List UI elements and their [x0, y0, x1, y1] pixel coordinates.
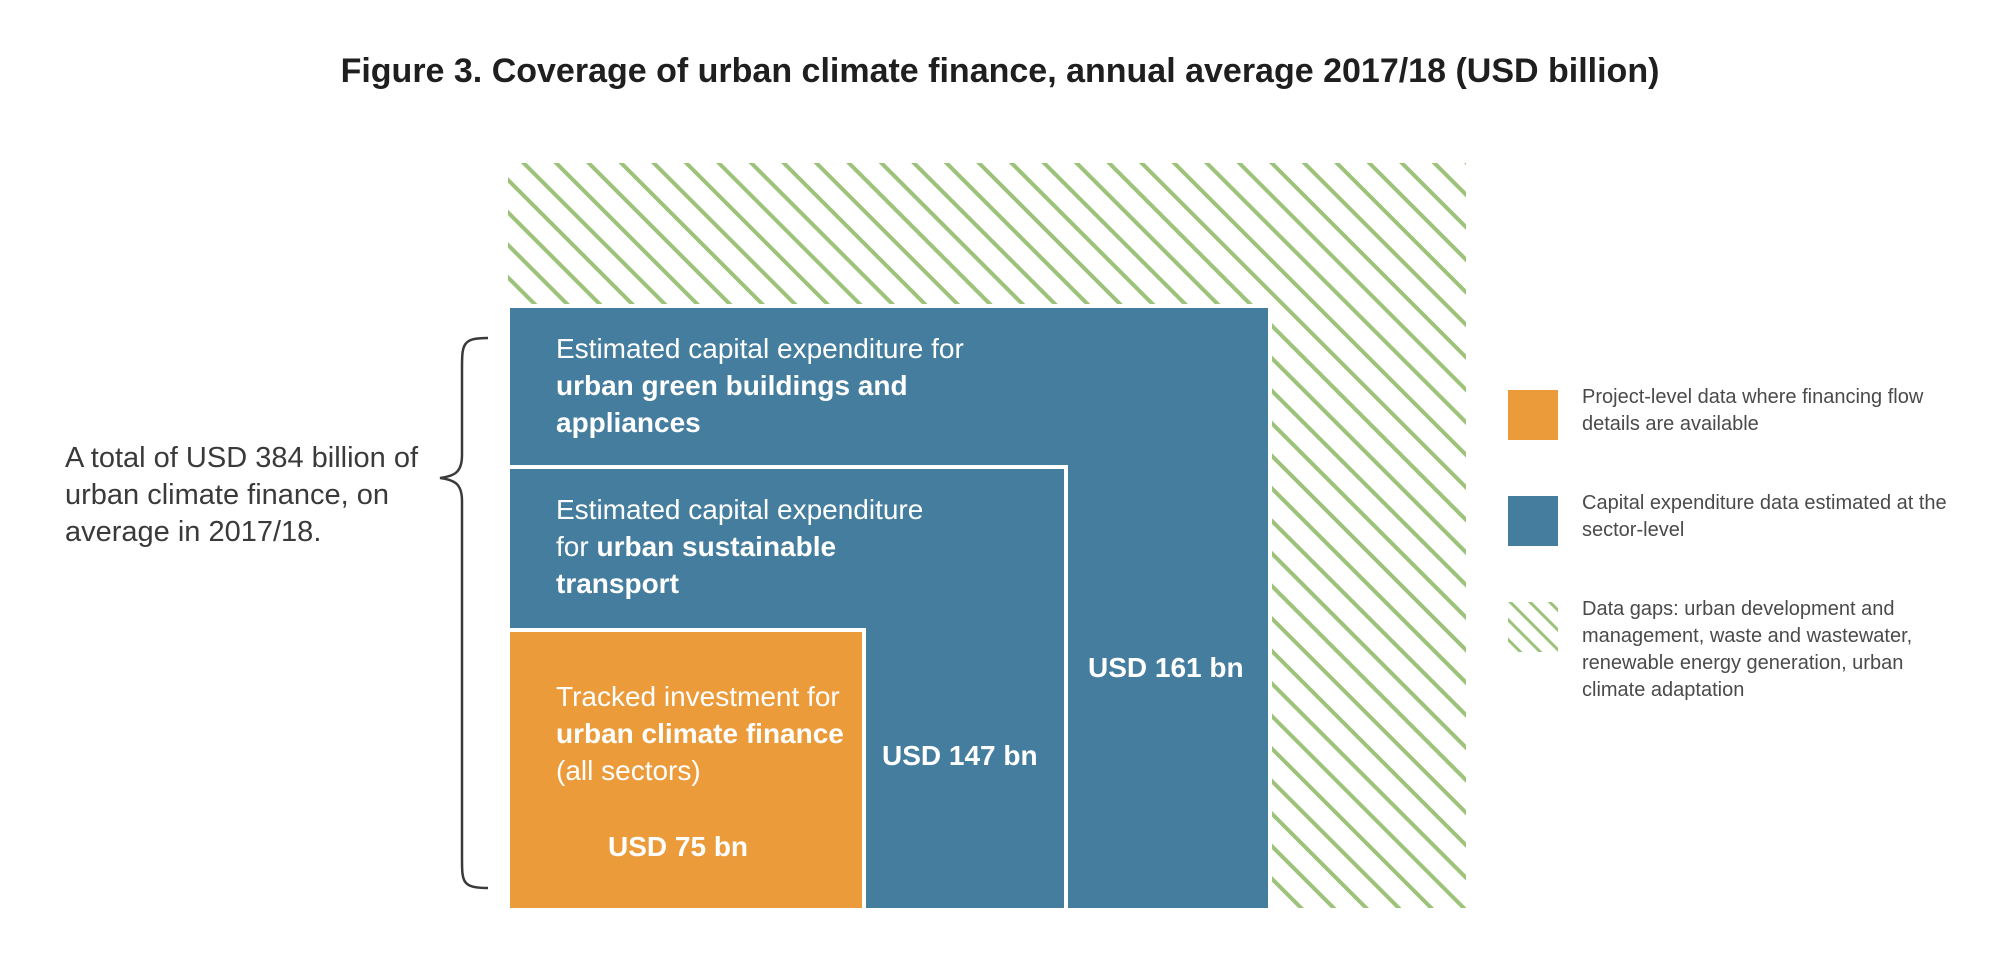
tracked-label-plain: Tracked investment for	[556, 681, 840, 712]
legend-label: Data gaps: urban development and managem…	[1582, 598, 1913, 701]
transport-amount: USD 147 bn	[882, 740, 1038, 771]
buildings-label: Estimated capital expenditure for urban …	[556, 330, 1026, 441]
total-brace	[439, 336, 489, 890]
white-frame	[506, 908, 1470, 914]
transport-label: Estimated capital expenditure for urban …	[556, 491, 936, 602]
tracked-investment-box	[506, 628, 866, 912]
buildings-amount: USD 161 bn	[1088, 652, 1244, 683]
total-note: A total of USD 384 billion of urban clim…	[65, 442, 419, 548]
legend-swatch-hatched	[1508, 602, 1558, 652]
figure-title: Figure 3. Coverage of urban climate fina…	[340, 52, 1660, 90]
legend-swatch-orange	[1508, 390, 1558, 440]
legend-swatch-blue	[1508, 496, 1558, 546]
tracked-label: Tracked investment for urban climate fin…	[556, 678, 846, 789]
tracked-label-bold: urban climate finance	[556, 718, 844, 749]
legend-label: Capital expenditure data estimated at th…	[1582, 492, 1947, 541]
buildings-label-bold: urban green buildings and appliances	[556, 370, 908, 438]
tracked-amount: USD 75 bn	[608, 831, 749, 862]
tracked-label-suffix: (all sectors)	[556, 755, 701, 786]
transport-label-bold: urban sustainable transport	[556, 531, 837, 599]
legend-label: Project-level data where financing flow …	[1582, 386, 1924, 435]
buildings-label-plain: Estimated capital expenditure for	[556, 333, 964, 364]
transport-label-plain: Estimated capital expenditure for	[556, 494, 924, 562]
